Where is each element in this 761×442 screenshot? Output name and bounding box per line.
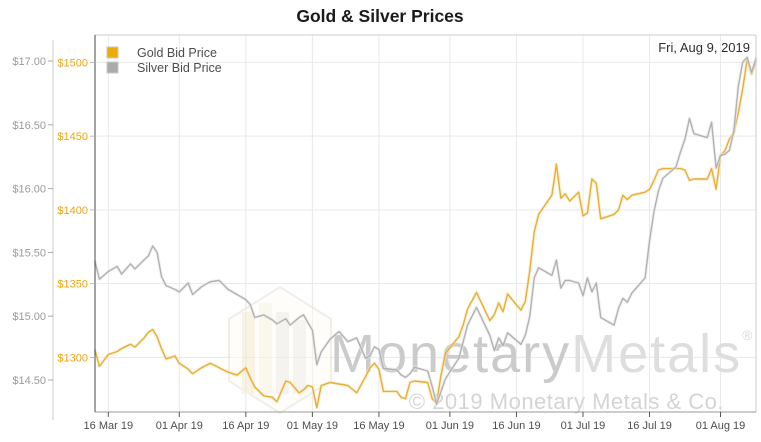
chart-title: Gold & Silver Prices [296,6,464,26]
watermark-brand-text: MonetaryMetals® [330,324,754,384]
x-tick-label: 01 Jun 19 [426,420,474,432]
legend-item-silver[interactable]: Silver Bid Price [106,61,222,75]
legend: Gold Bid Price Silver Bid Price [106,46,222,75]
gold-legend-marker [106,46,119,59]
x-tick-label: 16 May 19 [353,420,404,432]
series-lines [93,55,758,410]
watermark-copyright: © 2019 Monetary Metals & Co. [409,389,724,414]
x-tick-label: 16 Jun 19 [492,420,540,432]
x-tick-label: 16 Mar 19 [84,420,134,432]
silver-bid-price-line[interactable] [94,56,757,405]
gold-bid-price-line[interactable] [94,58,757,409]
axes: 16 Mar 19 01 Apr 19 16 Apr 19 01 May 19 16 M… [12,34,757,432]
legend-label-gold: Gold Bid Price [137,46,217,60]
legend-label-silver: Silver Bid Price [137,61,222,75]
gold-tick-label: $1500 [57,57,88,69]
x-tick-label: 01 Jul 19 [561,420,606,432]
silver-tick-label: $14.50 [12,375,46,387]
silver-tick-label: $15.50 [12,247,46,259]
x-tick-label: 01 Apr 19 [156,420,203,432]
x-tick-label: 01 May 19 [287,420,338,432]
x-tick-label: 16 Jul 19 [627,420,672,432]
legend-item-gold[interactable]: Gold Bid Price [106,46,217,60]
gold-tick-label: $1450 [57,131,88,143]
silver-tick-label: $17.00 [12,56,46,68]
watermark: MonetaryMetals® © 2019 Monetary Metals &… [228,285,754,415]
silver-tick-label: $16.00 [12,184,46,196]
silver-tick-label: $16.50 [12,120,46,132]
gold-tick-label: $1350 [57,279,88,291]
gold-tick-label: $1400 [57,205,88,217]
silver-legend-marker [106,61,119,74]
x-tick-label: 16 Apr 19 [222,420,269,432]
silver-tick-label: $15.00 [12,311,46,323]
x-tick-label: 01 Aug 19 [696,420,746,432]
last-date-label: Fri, Aug 9, 2019 [658,40,750,55]
gold-tick-label: $1300 [57,352,88,364]
